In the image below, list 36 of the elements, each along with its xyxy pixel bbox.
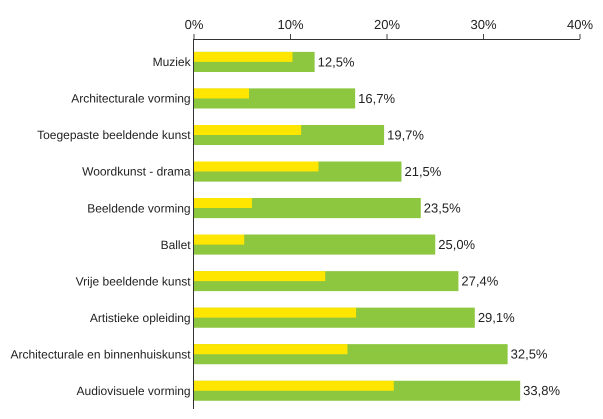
data-label: 19,7% <box>387 127 424 142</box>
y-tick-label: Architecturale vorming <box>71 92 191 106</box>
bar <box>194 198 252 208</box>
y-tick-label: Artistieke opleiding <box>90 310 191 325</box>
bar <box>194 88 250 98</box>
y-tick-label: Beeldende vorming <box>87 201 191 216</box>
bar <box>194 380 394 391</box>
data-label: 29,1% <box>478 310 516 326</box>
bar <box>194 234 436 255</box>
y-tick-label: Architecturale en binnenhuiskunst <box>10 347 192 362</box>
data-label: 16,7% <box>358 90 396 106</box>
bar <box>194 124 302 135</box>
y-tick-label: Toegepaste beeldende kunst <box>37 128 192 142</box>
y-tick-label: Vrije beeldende kunst <box>76 274 192 288</box>
x-tick-label: 30% <box>470 16 497 32</box>
data-label: 25,0% <box>438 237 476 252</box>
x-tick-label: 40% <box>566 16 594 32</box>
y-tick-label: Woordkunst - drama <box>82 164 191 179</box>
data-label: 33,8% <box>523 383 560 398</box>
data-label: 23,5% <box>424 200 462 216</box>
y-tick-label: Ballet <box>160 238 192 252</box>
bar <box>194 344 348 354</box>
bar <box>194 271 326 282</box>
data-label: 12,5% <box>318 54 355 70</box>
x-tick-label: 10% <box>277 16 304 32</box>
bar <box>194 52 292 62</box>
data-label: 21,5% <box>404 164 442 180</box>
bar <box>194 308 356 318</box>
y-tick-label: Muziek <box>152 55 192 70</box>
data-label: 27,4% <box>461 274 499 289</box>
y-tick-label: Audiovisuele vorming <box>76 384 191 398</box>
bar <box>194 234 244 245</box>
x-tick-label: 0% <box>184 16 204 32</box>
bar <box>194 161 318 172</box>
data-label: 32,5% <box>510 346 548 362</box>
x-tick-label: 20% <box>374 16 400 32</box>
